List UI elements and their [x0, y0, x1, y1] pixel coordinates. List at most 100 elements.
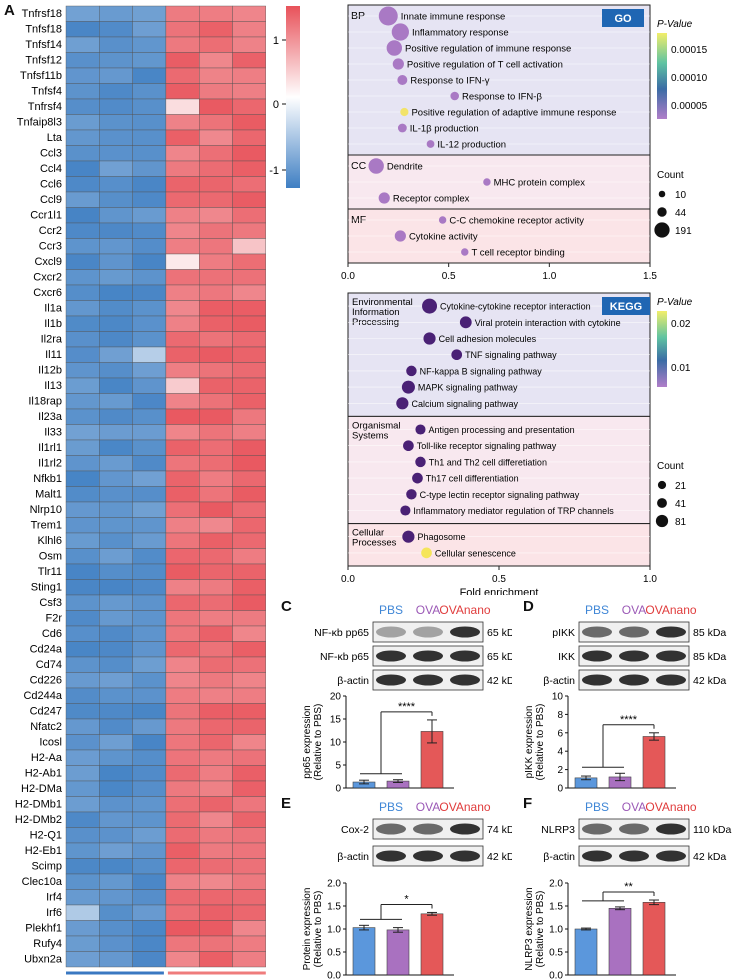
- gene-label-osm: Osm: [39, 551, 62, 563]
- count-legend-circle: [657, 498, 667, 508]
- heatmap-cell: [132, 114, 167, 131]
- gene-label-il1a: Il1a: [44, 303, 63, 315]
- heatmap-cell: [99, 920, 133, 937]
- badge-text: KEGG: [610, 301, 642, 313]
- blot-label-nlrp3: NLRP3: [541, 824, 575, 836]
- heatmap-cell: [65, 455, 100, 472]
- bubble-viral-protein-interaction-with-cytokine: [459, 316, 472, 329]
- heatmap-cell: [232, 687, 266, 704]
- blot-band: [376, 823, 406, 835]
- color-scale-bar: [286, 6, 300, 188]
- blot-band: [413, 626, 443, 638]
- gene-label-cxcl9: Cxcl9: [34, 256, 62, 268]
- gene-label-tnfrsf18: Tnfrsf18: [22, 8, 62, 20]
- heatmap-cell: [165, 796, 200, 813]
- blot-band: [376, 850, 406, 862]
- heatmap-cell: [232, 579, 266, 596]
- heatmap-cell: [198, 625, 233, 642]
- heatmap-cell: [65, 827, 100, 844]
- heatmap-cell: [65, 873, 100, 890]
- heatmap-cell: [232, 284, 266, 301]
- heatmap-cell: [198, 780, 233, 797]
- sig-stars: **: [624, 881, 633, 893]
- gene-label-h2-dmb2: H2-DMb2: [15, 814, 62, 826]
- term-label-phagosome: Phagosome: [417, 532, 465, 542]
- heatmap-cell: [165, 346, 200, 363]
- heatmap-cell: [99, 532, 133, 549]
- heatmap-cell: [99, 346, 133, 363]
- heatmap-cell: [198, 703, 233, 720]
- y-tick-label: 15: [330, 715, 342, 726]
- panel-label-a: A: [4, 2, 15, 19]
- heatmap-cell: [65, 21, 100, 38]
- heatmap-cell: [232, 563, 266, 580]
- blot-band: [656, 674, 686, 686]
- term-label-innate-immune-response: Innate immune response: [401, 12, 506, 23]
- heatmap-cell: [232, 656, 266, 673]
- blot-band: [619, 674, 649, 686]
- heatmap-cell: [99, 687, 133, 704]
- heatmap-cell: [132, 300, 167, 317]
- heatmap-cell: [65, 439, 100, 456]
- heatmap-cell: [132, 610, 167, 627]
- heatmap-cell: [65, 594, 100, 611]
- heatmap-cell: [198, 470, 233, 487]
- heatmap-cell: [132, 145, 167, 162]
- gene-label-tnfrsf4: Tnfrsf4: [28, 101, 62, 113]
- blot-band: [619, 626, 649, 638]
- bubble-phagosome: [402, 530, 415, 543]
- heatmap-cell: [165, 951, 200, 968]
- heatmap-cell: [232, 207, 266, 224]
- heatmap-cell: [165, 765, 200, 782]
- heatmap-cell: [232, 408, 266, 425]
- heatmap-cell: [99, 269, 133, 286]
- bubble-positive-regulation-of-adaptive-immune-response: [400, 107, 409, 117]
- heatmap-cell: [198, 222, 233, 239]
- y-tick-label: 5: [335, 761, 341, 772]
- heatmap-cell: [165, 563, 200, 580]
- heatmap-cell: [232, 641, 266, 658]
- heatmap-cell: [65, 160, 100, 177]
- gene-label-icosl: Icosl: [39, 737, 62, 749]
- gene-label-h2-q1: H2-Q1: [30, 830, 62, 842]
- heatmap-cell: [99, 889, 133, 906]
- gene-label-ccl3: Ccl3: [40, 148, 62, 160]
- heatmap-cell: [65, 920, 100, 937]
- heatmap-cell: [232, 517, 266, 534]
- blot-label-actin: β-actin: [543, 675, 575, 687]
- term-label-tnf-signaling-pathway: TNF signaling pathway: [465, 350, 557, 360]
- bubble-il-1-production: [397, 123, 407, 133]
- heatmap-cell: [232, 734, 266, 751]
- heatmap-cell: [232, 83, 266, 100]
- heatmap-cell: [198, 548, 233, 565]
- term-label-calcium-signaling-pathway: Calcium signaling pathway: [411, 399, 518, 409]
- blot-kda-label: 74 kDa: [487, 824, 512, 836]
- term-label-c-type-lectin-receptor-signaling-pathway: C-type lectin receptor signaling pathway: [420, 490, 580, 500]
- heatmap-cell: [99, 160, 133, 177]
- heatmap-cell: [198, 656, 233, 673]
- blot-band: [450, 650, 480, 662]
- bar-ovanano: [642, 902, 666, 976]
- gene-label-tlr11: Tlr11: [38, 566, 62, 578]
- group-header-ova: OVA: [622, 603, 646, 617]
- heatmap-cell: [99, 935, 133, 952]
- western-panel-d: PBS OVA OVAnano pIKK 85 kDa IKK 85 kDa β-actin 4…: [524, 603, 726, 795]
- count-legend-circle: [655, 514, 669, 528]
- blot-band: [376, 626, 406, 638]
- gene-label-cxcr2: Cxcr2: [33, 272, 62, 284]
- heatmap-cell: [99, 672, 133, 689]
- heatmap-cell: [198, 796, 233, 813]
- blot-label-ikk: IKK: [558, 651, 575, 663]
- count-legend-circle: [657, 207, 667, 217]
- y-tick-label: 1.0: [327, 925, 341, 936]
- heatmap-cell: [132, 424, 167, 441]
- heatmap-cell: [165, 548, 200, 565]
- heatmap-cell: [65, 842, 100, 859]
- bubble-c-c-chemokine-receptor-activity: [438, 216, 447, 224]
- blot-label-cox-2: Cox-2: [341, 824, 369, 836]
- count-legend-title: Count: [657, 461, 684, 472]
- heatmap-cell: [132, 594, 167, 611]
- heatmap-cell: [65, 315, 100, 332]
